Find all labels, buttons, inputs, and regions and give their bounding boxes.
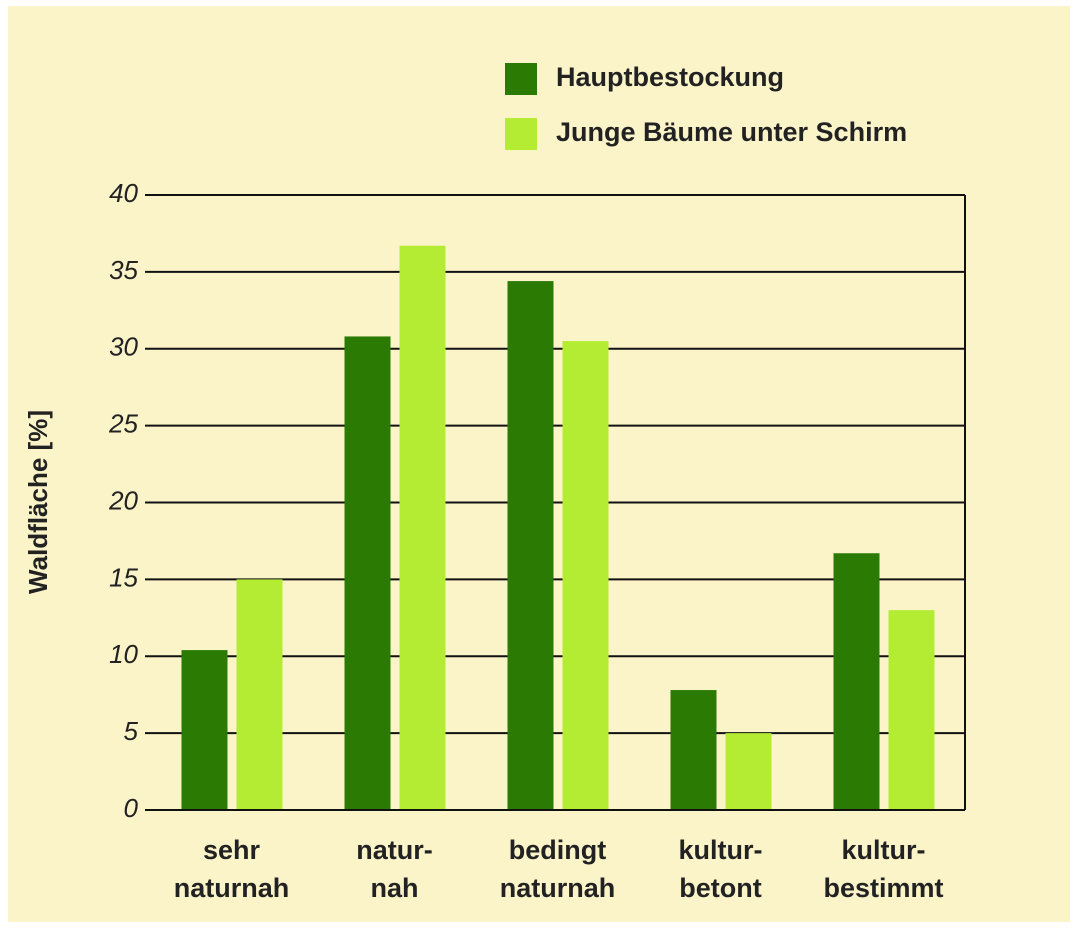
- bar: [562, 341, 609, 810]
- bar: [888, 610, 935, 810]
- y-tick-label: 30: [109, 332, 138, 362]
- x-tick-label: naturnah: [500, 873, 616, 903]
- x-tick-label: kultur-: [679, 835, 763, 865]
- x-tick-label: bedingt: [509, 835, 606, 865]
- bar: [725, 733, 772, 810]
- bar: [236, 579, 283, 810]
- y-tick-label: 15: [109, 562, 138, 592]
- legend-swatch: [505, 118, 537, 150]
- y-tick-label: 20: [108, 485, 138, 515]
- y-tick-label: 0: [124, 793, 139, 823]
- y-tick-label: 40: [109, 178, 138, 208]
- legend-swatch: [505, 63, 537, 95]
- x-tick-label: naturnah: [174, 873, 290, 903]
- bar: [833, 553, 880, 810]
- y-tick-label: 5: [124, 716, 139, 746]
- x-tick-label: nah: [370, 873, 418, 903]
- y-tick-label: 25: [108, 409, 138, 439]
- bar: [181, 650, 228, 810]
- bar: [670, 690, 717, 810]
- x-tick-label: natur-: [356, 835, 433, 865]
- y-tick-label: 10: [109, 639, 138, 669]
- y-tick-label: 35: [109, 255, 138, 285]
- x-tick-label: sehr: [203, 835, 261, 865]
- bar: [507, 281, 554, 811]
- legend-label: Junge Bäume unter Schirm: [556, 117, 907, 147]
- y-axis-label: Waldfläche [%]: [23, 410, 53, 594]
- legend-label: Hauptbestockung: [556, 62, 784, 92]
- bar: [399, 245, 446, 811]
- x-tick-label: bestimmt: [823, 873, 943, 903]
- bar: [344, 336, 391, 810]
- x-tick-label: kultur-: [842, 835, 926, 865]
- x-tick-label: betont: [679, 873, 761, 903]
